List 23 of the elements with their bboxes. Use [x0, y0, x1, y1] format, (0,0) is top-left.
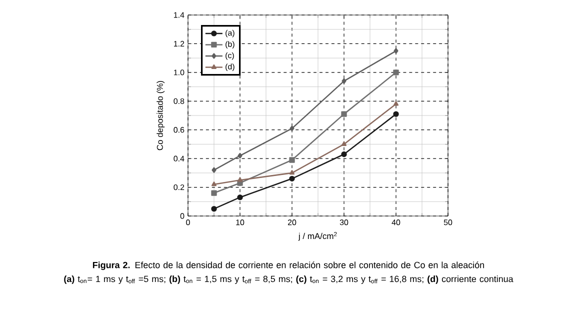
point	[289, 157, 295, 163]
point	[211, 190, 217, 196]
y-axis-title: Co depositado (%)	[156, 80, 165, 150]
point	[393, 111, 399, 117]
point	[341, 111, 347, 117]
text: (a) t$_{on}$= 1 ms y t$_{off}$ =5 ms; (b) t$_{on}$ = 1,5 ms y t$_{off}$ = 8,5 ms; (c) t$_{on}$ = 3,2 ms y t$_{off}$ = 16,8 ms; (d) corriente continua	[64, 276, 514, 284]
point	[211, 206, 217, 212]
point	[341, 151, 347, 158]
point	[237, 177, 243, 182]
point	[394, 48, 398, 54]
point	[211, 182, 217, 186]
point	[290, 126, 294, 132]
point	[212, 167, 216, 173]
x-axis-title: j / mA/cm$^{2}$	[298, 232, 337, 241]
point	[238, 152, 242, 159]
text: Figura 2. Efecto de la densidad de corriente en relación sobre el contenido de Co en la aleación	[92, 262, 484, 270]
point	[342, 78, 346, 84]
point	[289, 170, 295, 175]
point	[289, 176, 295, 182]
point	[393, 101, 399, 106]
point	[341, 141, 347, 146]
point	[237, 194, 243, 200]
point	[393, 70, 399, 76]
